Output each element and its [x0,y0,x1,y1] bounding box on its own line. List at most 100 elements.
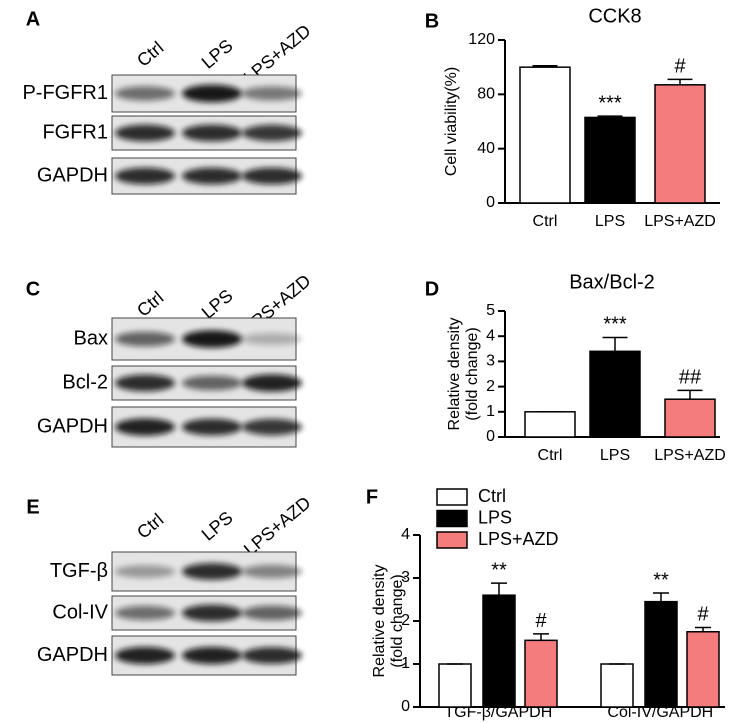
chart-title: Bax/Bcl-2 [569,271,655,293]
y-tick-label: 3 [401,569,410,586]
blot-band [182,375,242,391]
row-label: P-FGFR1 [22,82,108,104]
error-bar [533,633,549,641]
x-tick-label: Ctrl [538,447,563,464]
lane-label: LPS [198,507,237,544]
significance-label: # [697,604,709,626]
lane-label: Ctrl [133,509,167,542]
chart-title: CCK8 [588,5,641,27]
blot-band [182,124,242,142]
legend-swatch [436,531,468,549]
lane-label: LPS [198,35,237,72]
row-label: GAPDH [37,164,108,186]
y-tick-label: 3 [486,353,495,370]
bar [524,411,576,438]
significance-label: *** [598,92,622,114]
legend-label: LPS [478,507,512,527]
bar [644,600,678,708]
bar [584,116,636,204]
row-label: TGF-β [50,560,108,582]
x-tick-label: LPS [600,447,630,464]
blot-band [182,604,242,622]
y-tick-label: 4 [486,327,495,344]
error-bar [532,65,558,68]
blot-band [115,86,175,101]
significance-label: # [674,56,686,78]
x-tick-label: Col-IV/GAPDH [607,704,713,721]
error-bar [677,389,703,400]
y-axis-label: Cell viability(%) [443,67,460,176]
error-bar [667,78,693,85]
panel-letter: C [26,278,40,300]
panel-letter: E [26,496,39,518]
blot-band [242,86,302,101]
row-label: GAPDH [37,415,108,437]
y-axis-label: (fold change) [464,327,481,420]
panel-letter: F [366,486,378,508]
significance-label: ** [491,559,507,581]
blot-band [115,167,175,185]
legend-label: Ctrl [478,486,506,506]
blot-band [115,418,175,436]
y-tick-label: 40 [477,140,495,157]
panel-letter: D [425,278,439,300]
error-bar [491,582,507,596]
row-label: Bcl-2 [62,371,108,393]
blot-band [182,418,242,436]
blot-band [115,565,175,578]
y-tick-label: 0 [486,428,495,445]
blot-band [115,331,175,347]
legend-swatch [436,509,468,528]
blot-band [182,84,242,103]
y-tick-label: 1 [401,655,410,672]
error-bar [597,115,623,118]
blot-band [242,124,302,142]
y-tick-label: 120 [468,31,495,48]
legend-label: LPS+AZD [478,529,559,549]
bar [438,663,472,708]
x-tick-label: LPS+AZD [654,447,726,464]
row-label: FGFR1 [42,121,108,143]
y-tick-label: 1 [486,403,495,420]
blot-band [242,647,302,664]
blot-band [182,330,242,348]
y-tick-label: 2 [401,612,410,629]
x-tick-label: TGF-β/GAPDH [444,704,552,721]
row-label: Bax [74,327,108,349]
blot-band [242,167,302,185]
y-axis-label: (fold change) [389,574,406,667]
bar [519,66,571,204]
panel-letter: A [26,8,40,30]
significance-label: ## [679,367,702,389]
lane-label: Ctrl [133,287,167,320]
y-tick-label: 2 [486,378,495,395]
bar [664,398,716,438]
blot-band [115,605,175,621]
bar [654,84,706,204]
bar [589,350,641,438]
blot-band [182,646,242,665]
blot-band [182,167,242,185]
x-tick-label: LPS [595,213,625,230]
legend-swatch [436,488,468,506]
lane-label: LPS+AZD [240,492,315,559]
y-axis-label: Relative density [446,318,463,431]
row-label: Col-IV [52,601,108,623]
bar [524,639,558,708]
blot-band [242,374,302,392]
y-tick-label: 80 [477,86,495,103]
row-label: GAPDH [37,644,108,666]
significance-label: # [535,610,547,632]
bar [686,631,720,708]
y-tick-label: 5 [486,302,495,319]
error-bar [602,336,628,352]
blot-band [242,333,302,345]
blot-band [115,374,175,392]
blot-band [242,564,302,579]
x-tick-label: Ctrl [533,213,558,230]
y-tick-label: 4 [401,526,410,543]
y-axis-label: Relative density [371,565,388,678]
bar [600,663,634,708]
blot-band [242,605,302,621]
